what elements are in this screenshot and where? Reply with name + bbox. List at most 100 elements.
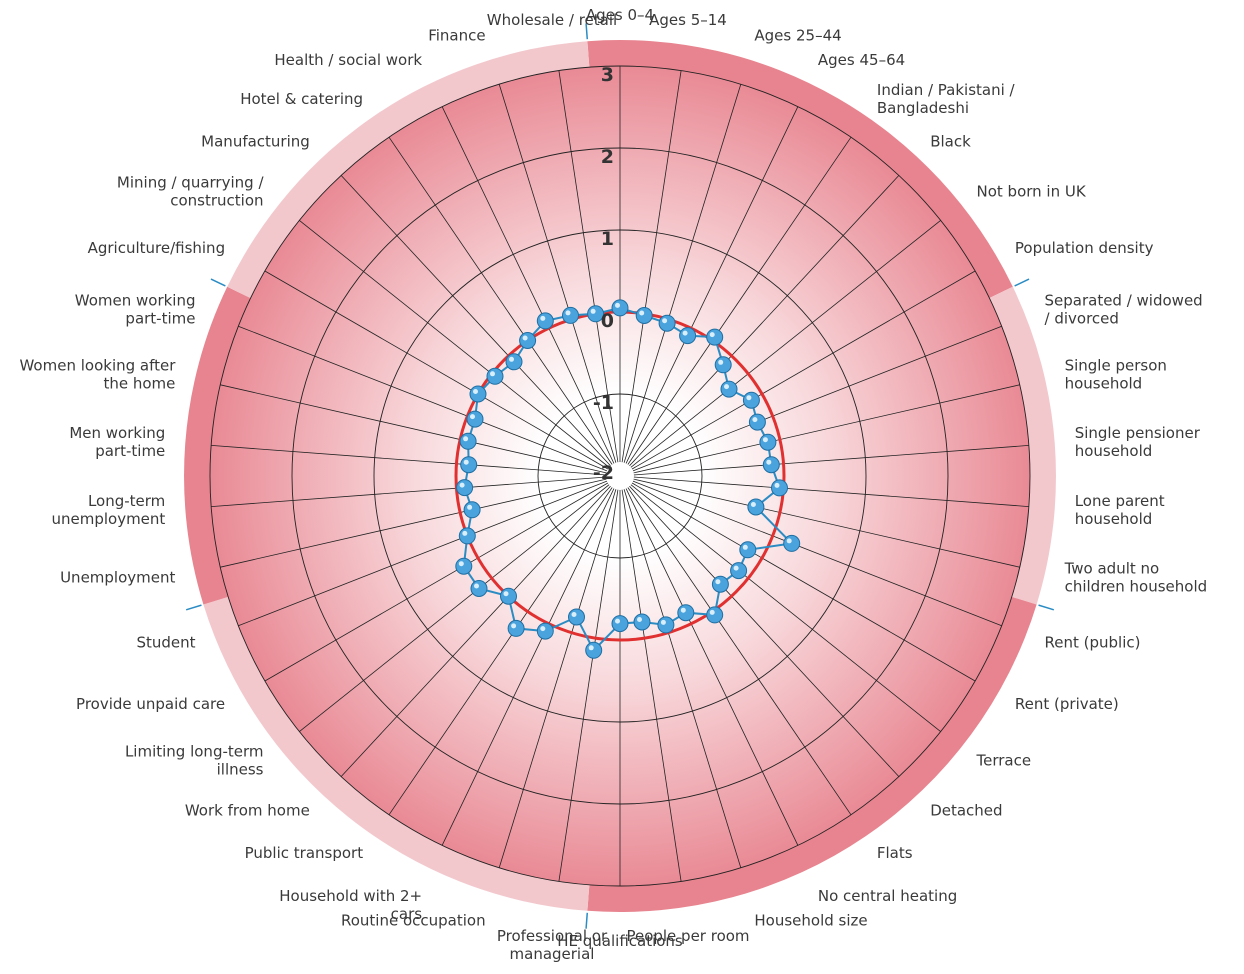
spoke <box>619 325 1002 477</box>
spoke <box>220 384 621 477</box>
spoke <box>299 220 621 477</box>
data-point-highlight <box>540 315 546 321</box>
variable-label: Provide unpaid care <box>76 695 225 713</box>
spoke <box>498 475 621 868</box>
data-point-highlight <box>762 437 768 443</box>
spokes <box>211 66 1029 886</box>
data-point-highlight <box>750 502 756 507</box>
data-point-highlight <box>742 544 748 550</box>
data-point <box>771 479 788 497</box>
data-point <box>633 613 651 631</box>
data-point-highlight <box>709 332 715 338</box>
spoke <box>238 475 621 627</box>
data-point <box>706 606 724 624</box>
data-point <box>568 608 585 626</box>
data-point-highlight <box>746 395 752 401</box>
data-point <box>536 622 554 640</box>
variable-label: Black <box>930 133 971 151</box>
data-point-highlight <box>637 617 642 622</box>
data-point <box>611 299 629 317</box>
data-point <box>677 604 695 622</box>
data-point <box>486 367 504 385</box>
data-point-highlight <box>774 482 780 488</box>
data-point <box>635 307 653 324</box>
variable-label: Ages 0–4 <box>586 6 654 24</box>
spoke <box>264 475 621 682</box>
data-point <box>466 410 484 428</box>
data-point-highlight <box>662 318 668 324</box>
data-point-highlight <box>615 618 620 624</box>
spoke <box>619 84 742 477</box>
spoke <box>619 475 1029 507</box>
data-point-highlight <box>503 591 509 597</box>
data-point-highlight <box>509 356 514 362</box>
spoke <box>619 475 852 816</box>
tick-label: 3 <box>601 64 614 86</box>
data-point-highlight <box>588 645 594 651</box>
data-point-highlight <box>511 623 517 629</box>
data-point <box>459 432 477 450</box>
spoke <box>619 220 941 477</box>
grid-circle <box>373 229 867 723</box>
spoke <box>619 175 900 477</box>
variable-label: Rent (private) <box>1015 695 1119 713</box>
spoke <box>340 175 621 477</box>
data-point <box>562 306 579 324</box>
ring-boundary-tick <box>185 604 202 611</box>
tick-label: 1 <box>601 228 614 250</box>
ring-boundary-tick <box>1014 278 1030 287</box>
variable-label: Not born in UK <box>977 183 1087 201</box>
spoke <box>498 84 621 477</box>
ring-boundary-tick <box>210 278 226 287</box>
variable-label: Lone parent household <box>1075 492 1165 528</box>
variable-label: Women looking after the home <box>19 357 176 393</box>
grid-circle <box>291 147 949 805</box>
tick-label: 2 <box>601 146 614 168</box>
spoke <box>619 270 976 477</box>
variable-label: Agriculture/fishing <box>88 239 226 257</box>
data-point-highlight <box>724 384 729 390</box>
data-point-highlight <box>540 626 546 632</box>
variable-label: Indian / Pakistani / Bangladeshi <box>877 81 1016 117</box>
spoke <box>619 106 799 477</box>
variable-label: Women working part-time <box>75 291 196 327</box>
spoke <box>441 475 621 846</box>
spoke <box>441 106 621 477</box>
spoke <box>619 136 852 477</box>
spoke <box>220 475 621 568</box>
variable-label: Two adult no children household <box>1064 560 1208 596</box>
variable-label: Single pensioner household <box>1075 424 1201 460</box>
variable-label: Work from home <box>185 801 310 819</box>
data-point-highlight <box>718 359 724 365</box>
data-point-highlight <box>766 459 772 465</box>
spoke <box>619 475 1020 568</box>
data-point <box>505 353 523 371</box>
spoke <box>238 325 621 477</box>
data-point <box>748 413 766 431</box>
grid-circles <box>209 65 1031 887</box>
spoke <box>619 475 900 777</box>
data-point <box>460 456 478 474</box>
data-point <box>714 356 732 374</box>
data-point <box>706 328 724 346</box>
variable-label: Unemployment <box>60 569 175 587</box>
data-point-highlight <box>470 414 475 420</box>
data-point <box>507 619 525 637</box>
data-point-highlight <box>660 619 666 625</box>
data-point <box>720 380 738 398</box>
tick-label: -1 <box>593 392 614 414</box>
spoke <box>388 136 621 477</box>
data-point <box>711 575 729 593</box>
grid-circle <box>537 393 703 559</box>
data-point-highlight <box>709 609 715 615</box>
grid-circle <box>209 65 1031 887</box>
data-point <box>611 615 629 633</box>
spoke <box>619 475 682 882</box>
variable-label: Public transport <box>245 844 364 862</box>
variable-label: No central heating <box>818 887 957 905</box>
variable-label: Detached <box>930 801 1002 819</box>
data-point <box>730 562 748 580</box>
variable-label: Wholesale / retail <box>487 11 617 29</box>
data-point-highlight <box>522 335 528 341</box>
data-point-highlight <box>474 583 479 589</box>
